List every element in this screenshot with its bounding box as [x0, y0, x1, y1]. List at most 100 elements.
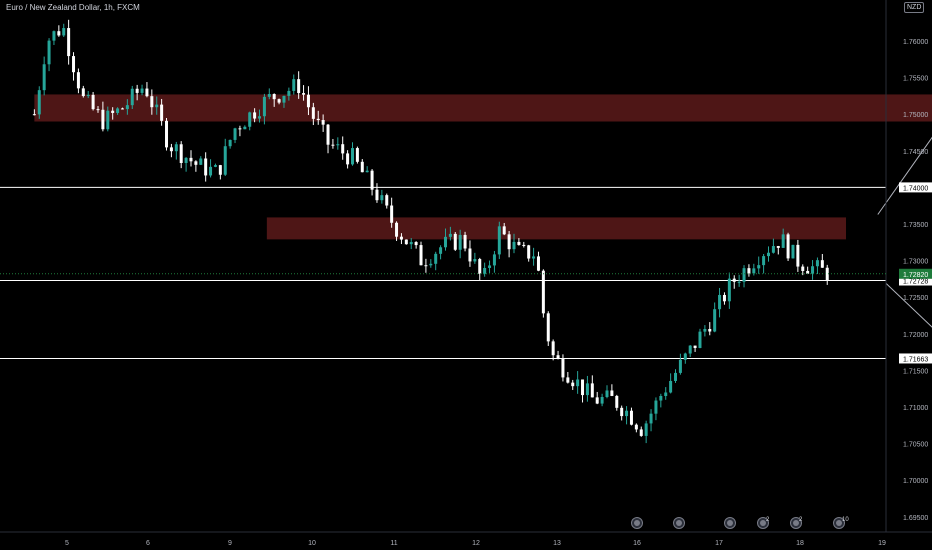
event-markers[interactable]: 2 2 10: [631, 517, 850, 529]
event-marker-count-4: 2: [799, 517, 803, 523]
candle-body-27: [165, 120, 169, 148]
candle-body-18: [120, 108, 124, 110]
candle-body-70: [375, 189, 379, 201]
candle-body-162: [825, 267, 829, 281]
candle-body-144: [737, 281, 741, 283]
candle-body-45: [253, 112, 257, 119]
candle-body-74: [395, 222, 399, 237]
candle-body-96: [502, 226, 506, 235]
candle-body-140: [718, 294, 722, 310]
candle-body-26: [160, 104, 164, 121]
time-tick-label: 6: [146, 540, 150, 547]
candle-body-12: [91, 94, 95, 110]
candle-body-72: [385, 195, 389, 206]
candle-body-31: [184, 157, 188, 163]
candle-body-105: [546, 313, 550, 342]
candle-body-79: [419, 245, 423, 266]
arrow-line-0[interactable]: [877, 129, 932, 215]
candle-body-152: [776, 246, 780, 248]
candle-body-142: [727, 278, 731, 302]
candle-body-30: [179, 144, 183, 163]
current-price-label: 1.72820: [903, 272, 928, 279]
candle-body-7: [67, 28, 71, 57]
currency-badge[interactable]: NZD: [904, 2, 925, 13]
candle-body-132: [678, 359, 682, 373]
projection-arrows: [877, 129, 932, 348]
candle-body-11: [86, 94, 90, 97]
candle-body-83: [439, 247, 443, 254]
candle-body-51: [282, 95, 286, 103]
candle-body-37: [213, 165, 217, 167]
candle-body-44: [248, 112, 252, 127]
time-tick-label: 19: [878, 540, 886, 547]
candle-body-64: [346, 153, 350, 165]
candlesticks: [32, 19, 829, 444]
candle-body-155: [791, 244, 795, 259]
candle-body-84: [443, 236, 447, 248]
candle-body-60: [326, 124, 330, 145]
candle-body-81: [429, 263, 433, 266]
candle-body-86: [453, 233, 457, 250]
candle-body-66: [355, 148, 359, 162]
candle-body-131: [674, 372, 678, 381]
current-price-badge: [899, 268, 932, 279]
candle-body-67: [360, 161, 364, 173]
candle-body-92: [483, 267, 487, 274]
candle-body-63: [341, 144, 345, 154]
candle-body-19: [125, 105, 129, 110]
candle-body-3: [47, 40, 51, 65]
candle-body-62: [336, 144, 340, 146]
candle-body-138: [708, 328, 712, 332]
zone-rect-0: [34, 94, 932, 122]
candle-body-161: [820, 260, 824, 268]
candle-body-153: [781, 234, 785, 248]
candle-body-115: [595, 397, 599, 404]
candle-body-116: [600, 397, 604, 404]
candle-body-128: [659, 396, 663, 401]
arrow-line-1[interactable]: [885, 282, 932, 348]
candle-body-2: [42, 64, 46, 91]
candle-body-28: [169, 147, 173, 152]
candle-body-107: [556, 355, 560, 359]
time-axis[interactable]: 5 6 9 10 11 12 13 16 17 18 19: [65, 540, 886, 547]
candle-body-71: [380, 195, 384, 201]
price-tick-label: 1.72000: [903, 332, 928, 339]
candle-body-75: [399, 236, 403, 240]
candle-body-87: [458, 234, 462, 250]
candle-body-33: [194, 161, 198, 165]
candle-body-148: [757, 265, 761, 269]
candle-body-123: [634, 424, 638, 430]
candle-body-141: [722, 294, 726, 302]
candle-body-6: [62, 28, 66, 36]
candle-body-16: [111, 110, 115, 113]
event-marker-count-3: 2: [766, 517, 770, 523]
time-tick-label: 12: [472, 540, 480, 547]
candle-body-40: [228, 139, 232, 147]
event-marker-dot-1: [676, 520, 682, 526]
candle-body-80: [424, 265, 428, 267]
candle-body-24: [150, 96, 154, 108]
candle-body-109: [566, 377, 570, 383]
candle-body-34: [199, 158, 203, 165]
candle-body-52: [287, 90, 291, 96]
candle-body-111: [576, 379, 580, 387]
candle-body-150: [767, 252, 771, 257]
candle-body-108: [561, 358, 565, 378]
candle-body-122: [629, 410, 633, 425]
time-tick-label: 13: [553, 540, 561, 547]
event-marker-dot-2: [727, 520, 733, 526]
price-tick-label: 1.71500: [903, 368, 928, 375]
candle-body-90: [473, 259, 477, 262]
candle-body-88: [463, 234, 467, 249]
candle-body-124: [639, 429, 643, 436]
candle-body-98: [512, 241, 516, 250]
candle-body-102: [532, 256, 536, 259]
candle-body-159: [811, 266, 815, 274]
candle-body-29: [174, 144, 178, 152]
candle-body-68: [365, 170, 369, 173]
candle-body-39: [223, 146, 227, 175]
candle-body-43: [243, 126, 247, 130]
level-badge-text-2: 1.71663: [903, 356, 928, 363]
candle-body-13: [96, 109, 100, 111]
